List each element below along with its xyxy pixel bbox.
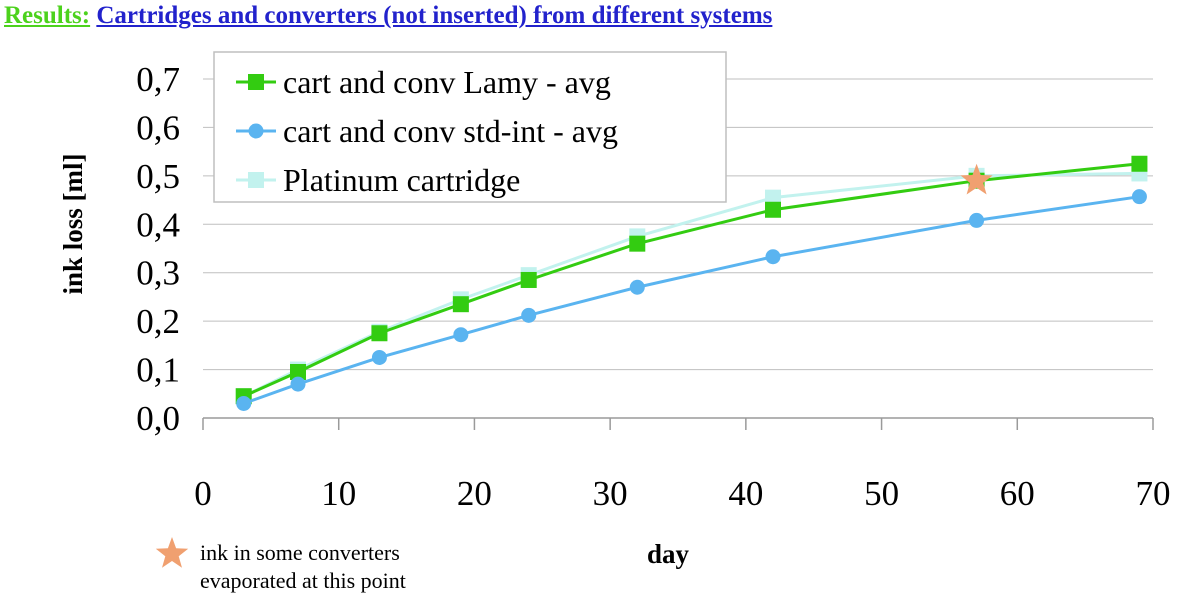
- legend-box: [213, 51, 727, 203]
- legend-marker-1: [248, 123, 264, 139]
- y-tick-label-0: 0,0: [136, 399, 180, 438]
- y-tick-label-6: 0,6: [136, 108, 180, 147]
- legend-label-0: cart and conv Lamy - avg: [283, 64, 611, 100]
- y-tick-label-5: 0,5: [136, 157, 180, 196]
- series-1: [236, 189, 1147, 411]
- note-line-2: evaporated at this point: [200, 568, 406, 593]
- series-0-point-3: [452, 296, 469, 313]
- series-0-point-5: [629, 235, 646, 252]
- series-line-1: [243, 195, 1140, 405]
- legend-label-2: Platinum cartridge: [283, 162, 520, 198]
- x-tick-label-6: 60: [1000, 474, 1035, 513]
- axes: [202, 417, 1154, 430]
- series-1-point-8: [1131, 189, 1147, 205]
- series-1-point-7: [969, 212, 985, 228]
- star-icon: [155, 537, 189, 568]
- x-tick-label-2: 20: [457, 474, 492, 513]
- y-axis-label: ink loss [ml]: [58, 153, 88, 294]
- legend-item-2: Platinum cartridge: [236, 162, 520, 198]
- series-0-point-8: [1131, 155, 1148, 172]
- legend-item-0: cart and conv Lamy - avg: [236, 64, 611, 100]
- series-0-point-1: [290, 363, 306, 380]
- x-tick-label-3: 30: [593, 474, 628, 513]
- series-0-point-2: [371, 325, 388, 342]
- y-tick-label-7: 0,7: [136, 60, 180, 99]
- legend-marker-2: [248, 172, 264, 188]
- x-tick-label-5: 50: [864, 474, 899, 513]
- series-1-point-6: [765, 249, 781, 265]
- y-tick-label-1: 0,1: [136, 351, 180, 390]
- y-tick-label-3: 0,3: [136, 254, 180, 293]
- series-2-point-6: [765, 189, 781, 206]
- legend-item-1: cart and conv std-int - avg: [236, 113, 618, 149]
- annotation-note: ink in some converters evaporated at thi…: [155, 537, 406, 593]
- legend-marker-0: [248, 74, 264, 90]
- x-axis-label: day: [647, 539, 690, 569]
- series-1-point-1: [290, 376, 306, 392]
- series-group: [235, 155, 1148, 411]
- y-tick-label-2: 0,2: [136, 302, 180, 341]
- series-1-point-3: [453, 327, 469, 343]
- note-line-1: ink in some converters: [200, 540, 400, 565]
- series-1-point-0: [236, 395, 252, 411]
- series-1-point-4: [521, 307, 537, 323]
- legend-label-1: cart and conv std-int - avg: [283, 113, 618, 149]
- series-1-point-5: [629, 279, 645, 295]
- tick-labels: 0,0 0,1 0,2 0,3 0,4 0,5 0,6 0,7 0 10 20 30 40 50 60 70: [136, 60, 1170, 513]
- series-0-point-6: [765, 201, 781, 218]
- y-tick-label-4: 0,4: [136, 205, 180, 244]
- page-title: Results: Cartridges and converters (not …: [4, 2, 772, 30]
- annotation-star-icon: [960, 163, 993, 195]
- x-tick-label-7: 70: [1136, 474, 1171, 513]
- title-prefix: Results:: [4, 2, 91, 29]
- series-1-point-2: [371, 349, 387, 365]
- x-tick-label-4: 40: [728, 474, 763, 513]
- series-0-point-4: [520, 271, 537, 288]
- title-link[interactable]: Cartridges and converters (not inserted)…: [96, 2, 773, 29]
- x-tick-label-0: 0: [194, 474, 212, 513]
- legend: cart and conv Lamy - avg cart and conv st…: [213, 51, 727, 203]
- x-tick-label-1: 10: [321, 474, 356, 513]
